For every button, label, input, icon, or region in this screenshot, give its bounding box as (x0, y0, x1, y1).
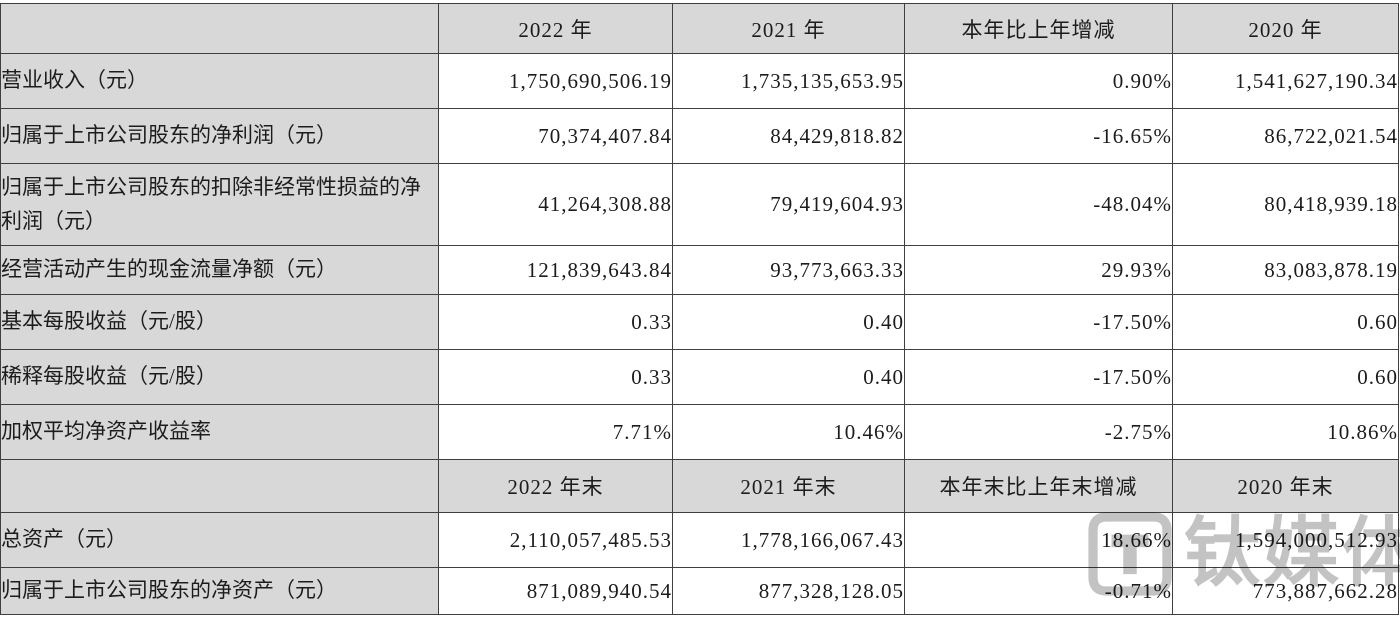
value-cell: 79,419,604.93 (672, 163, 905, 246)
header-blank-cell (0, 459, 439, 513)
value-cell: 0.90% (904, 53, 1173, 109)
value-cell: -16.65% (904, 108, 1173, 164)
value-cell: 1,735,135,653.95 (672, 53, 905, 109)
value-cell: 0.60 (1172, 294, 1399, 350)
value-cell: 1,541,627,190.34 (1172, 53, 1399, 109)
row-label: 归属于上市公司股东的净利润（元） (0, 108, 439, 164)
header-blank-cell (0, 3, 439, 54)
value-cell: 41,264,308.88 (438, 163, 673, 246)
row-label: 归属于上市公司股东的扣除非经常性损益的净利润（元） (0, 163, 439, 246)
column-header-2021: 2021 年 (672, 3, 905, 54)
table-row-basic-eps: 基本每股收益（元/股） 0.33 0.40 -17.50% 0.60 (0, 294, 1399, 350)
value-cell: 121,839,643.84 (438, 245, 673, 295)
column-header-yoy-end-change: 本年末比上年末增减 (904, 459, 1173, 513)
row-label: 总资产（元） (0, 512, 439, 568)
value-cell: 877,328,128.05 (672, 567, 905, 615)
value-cell: -0.71% (904, 567, 1173, 615)
value-cell: 871,089,940.54 (438, 567, 673, 615)
value-cell: 93,773,663.33 (672, 245, 905, 295)
column-header-2020: 2020 年 (1172, 3, 1399, 54)
row-label: 基本每股收益（元/股） (0, 294, 439, 350)
row-label: 经营活动产生的现金流量净额（元） (0, 245, 439, 295)
value-cell: 86,722,021.54 (1172, 108, 1399, 164)
row-label: 加权平均净资产收益率 (0, 404, 439, 460)
row-label: 营业收入（元） (0, 53, 439, 109)
value-cell: 1,594,000,512.93 (1172, 512, 1399, 568)
value-cell: 0.33 (438, 349, 673, 405)
value-cell: -17.50% (904, 294, 1173, 350)
financial-summary-table: 2022 年 2021 年 本年比上年增减 2020 年 营业收入（元） 1,7… (0, 3, 1399, 615)
value-cell: 84,429,818.82 (672, 108, 905, 164)
row-label: 归属于上市公司股东的净资产（元） (0, 567, 439, 615)
value-cell: 0.33 (438, 294, 673, 350)
column-header-yoy-change: 本年比上年增减 (904, 3, 1173, 54)
table-row-revenue: 营业收入（元） 1,750,690,506.19 1,735,135,653.9… (0, 53, 1399, 109)
column-header-2022: 2022 年 (438, 3, 673, 54)
table-row-net-profit: 归属于上市公司股东的净利润（元） 70,374,407.84 84,429,81… (0, 108, 1399, 164)
table-row-operating-cash-flow: 经营活动产生的现金流量净额（元） 121,839,643.84 93,773,6… (0, 245, 1399, 295)
period-header-row: 2022 年 2021 年 本年比上年增减 2020 年 (0, 3, 1399, 54)
column-header-2022-end: 2022 年末 (438, 459, 673, 513)
table-row-total-assets: 总资产（元） 2,110,057,485.53 1,778,166,067.43… (0, 512, 1399, 568)
table-row-weighted-avg-roe: 加权平均净资产收益率 7.71% 10.46% -2.75% 10.86% (0, 404, 1399, 460)
value-cell: 773,887,662.28 (1172, 567, 1399, 615)
value-cell: 80,418,939.18 (1172, 163, 1399, 246)
value-cell: 7.71% (438, 404, 673, 460)
column-header-2020-end: 2020 年末 (1172, 459, 1399, 513)
value-cell: 10.86% (1172, 404, 1399, 460)
value-cell: 1,750,690,506.19 (438, 53, 673, 109)
value-cell: 2,110,057,485.53 (438, 512, 673, 568)
value-cell: 83,083,878.19 (1172, 245, 1399, 295)
value-cell: 10.46% (672, 404, 905, 460)
value-cell: 0.40 (672, 294, 905, 350)
value-cell: 1,778,166,067.43 (672, 512, 905, 568)
row-label: 稀释每股收益（元/股） (0, 349, 439, 405)
table-row-net-profit-excl-nonrecurring: 归属于上市公司股东的扣除非经常性损益的净利润（元） 41,264,308.88 … (0, 163, 1399, 246)
period-end-header-row: 2022 年末 2021 年末 本年末比上年末增减 2020 年末 (0, 459, 1399, 513)
column-header-2021-end: 2021 年末 (672, 459, 905, 513)
value-cell: 29.93% (904, 245, 1173, 295)
table-row-diluted-eps: 稀释每股收益（元/股） 0.33 0.40 -17.50% 0.60 (0, 349, 1399, 405)
value-cell: 70,374,407.84 (438, 108, 673, 164)
value-cell: 0.60 (1172, 349, 1399, 405)
value-cell: 18.66% (904, 512, 1173, 568)
value-cell: -2.75% (904, 404, 1173, 460)
value-cell: -48.04% (904, 163, 1173, 246)
value-cell: 0.40 (672, 349, 905, 405)
value-cell: -17.50% (904, 349, 1173, 405)
table-row-net-assets: 归属于上市公司股东的净资产（元） 871,089,940.54 877,328,… (0, 567, 1399, 615)
